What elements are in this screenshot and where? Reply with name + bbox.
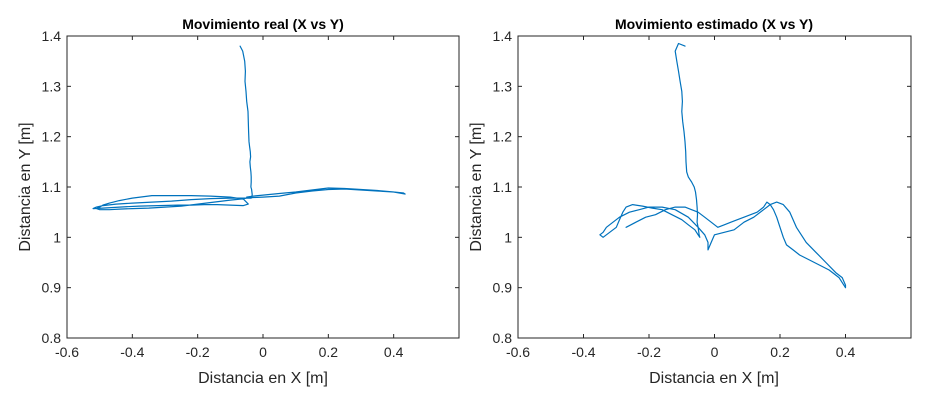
plot-real-y-tick-label: 0.8	[42, 330, 62, 346]
plot-real-title: Movimiento real (X vs Y)	[182, 16, 344, 32]
plot-estimated-y-tick-label: 0.8	[493, 330, 513, 346]
plot-estimated-y-tick-label: 1	[504, 229, 512, 245]
plot-real: Movimiento real (X vs Y) -0.6 -0.4 -0.2 0 0.…	[17, 16, 460, 387]
plot-real-x-tick-label: -0.6	[55, 344, 79, 360]
plot-estimated-x-label: Distancia en X [m]	[649, 370, 779, 387]
plot-real-x-tick-label: 0	[259, 344, 267, 360]
plot-estimated-y-tick-label: 1.4	[493, 28, 513, 44]
plot-estimated-x-tick-label: -0.4	[571, 344, 595, 360]
plot-real-trajectory-line	[92, 45, 406, 211]
plot-real-x-ticks: -0.6 -0.4 -0.2 0 0.2 0.4	[55, 36, 404, 360]
plot-real-y-tick-label: 1.2	[42, 129, 62, 145]
plot-real-x-tick-label: -0.4	[120, 344, 144, 360]
plot-estimated-y-ticks: 0.8 0.9 1 1.1 1.2 1.3 1.4	[493, 28, 911, 346]
plot-estimated-trajectory-line	[599, 42, 847, 289]
plot-estimated-x-tick-label: 0.2	[770, 344, 790, 360]
plot-real-y-label: Distancia en Y [m]	[17, 122, 34, 251]
plot-estimated-x-tick-label: 0.4	[836, 344, 856, 360]
plot-estimated-x-tick-label: -0.6	[506, 344, 530, 360]
plot-real-y-tick-label: 1	[53, 229, 61, 245]
plot-estimated-axes-frame	[517, 35, 912, 339]
plot-estimated-y-tick-label: 0.9	[493, 280, 513, 296]
plot-estimated-y-tick-label: 1.2	[493, 129, 513, 145]
plot-real-x-tick-label: 0.4	[384, 344, 404, 360]
plot-real-x-label: Distancia en X [m]	[198, 370, 328, 387]
plot-estimated-x-ticks: -0.6 -0.4 -0.2 0 0.2 0.4	[506, 36, 856, 360]
plot-real-y-tick-label: 0.9	[42, 280, 62, 296]
plot-real-axes-frame	[66, 35, 460, 339]
plot-real-y-tick-label: 1.4	[42, 28, 62, 44]
plot-estimated-x-tick-label: 0	[711, 344, 719, 360]
plot-estimated-title: Movimiento estimado (X vs Y)	[615, 16, 813, 32]
plot-real-x-tick-label: -0.2	[186, 344, 210, 360]
plot-estimated-y-tick-label: 1.3	[493, 78, 513, 94]
plot-estimated-y-label: Distancia en Y [m]	[468, 122, 485, 251]
plot-estimated-x-tick-label: -0.2	[637, 344, 661, 360]
plot-real-y-ticks: 0.8 0.9 1 1.1 1.2 1.3 1.4	[42, 28, 459, 346]
plot-real-y-tick-label: 1.1	[42, 179, 62, 195]
plot-estimated-y-tick-label: 1.1	[493, 179, 513, 195]
plot-real-x-tick-label: 0.2	[319, 344, 339, 360]
plot-real-y-tick-label: 1.3	[42, 78, 62, 94]
plot-estimated: Movimiento estimado (X vs Y) -0.6 -0.4 -0.…	[468, 16, 912, 387]
